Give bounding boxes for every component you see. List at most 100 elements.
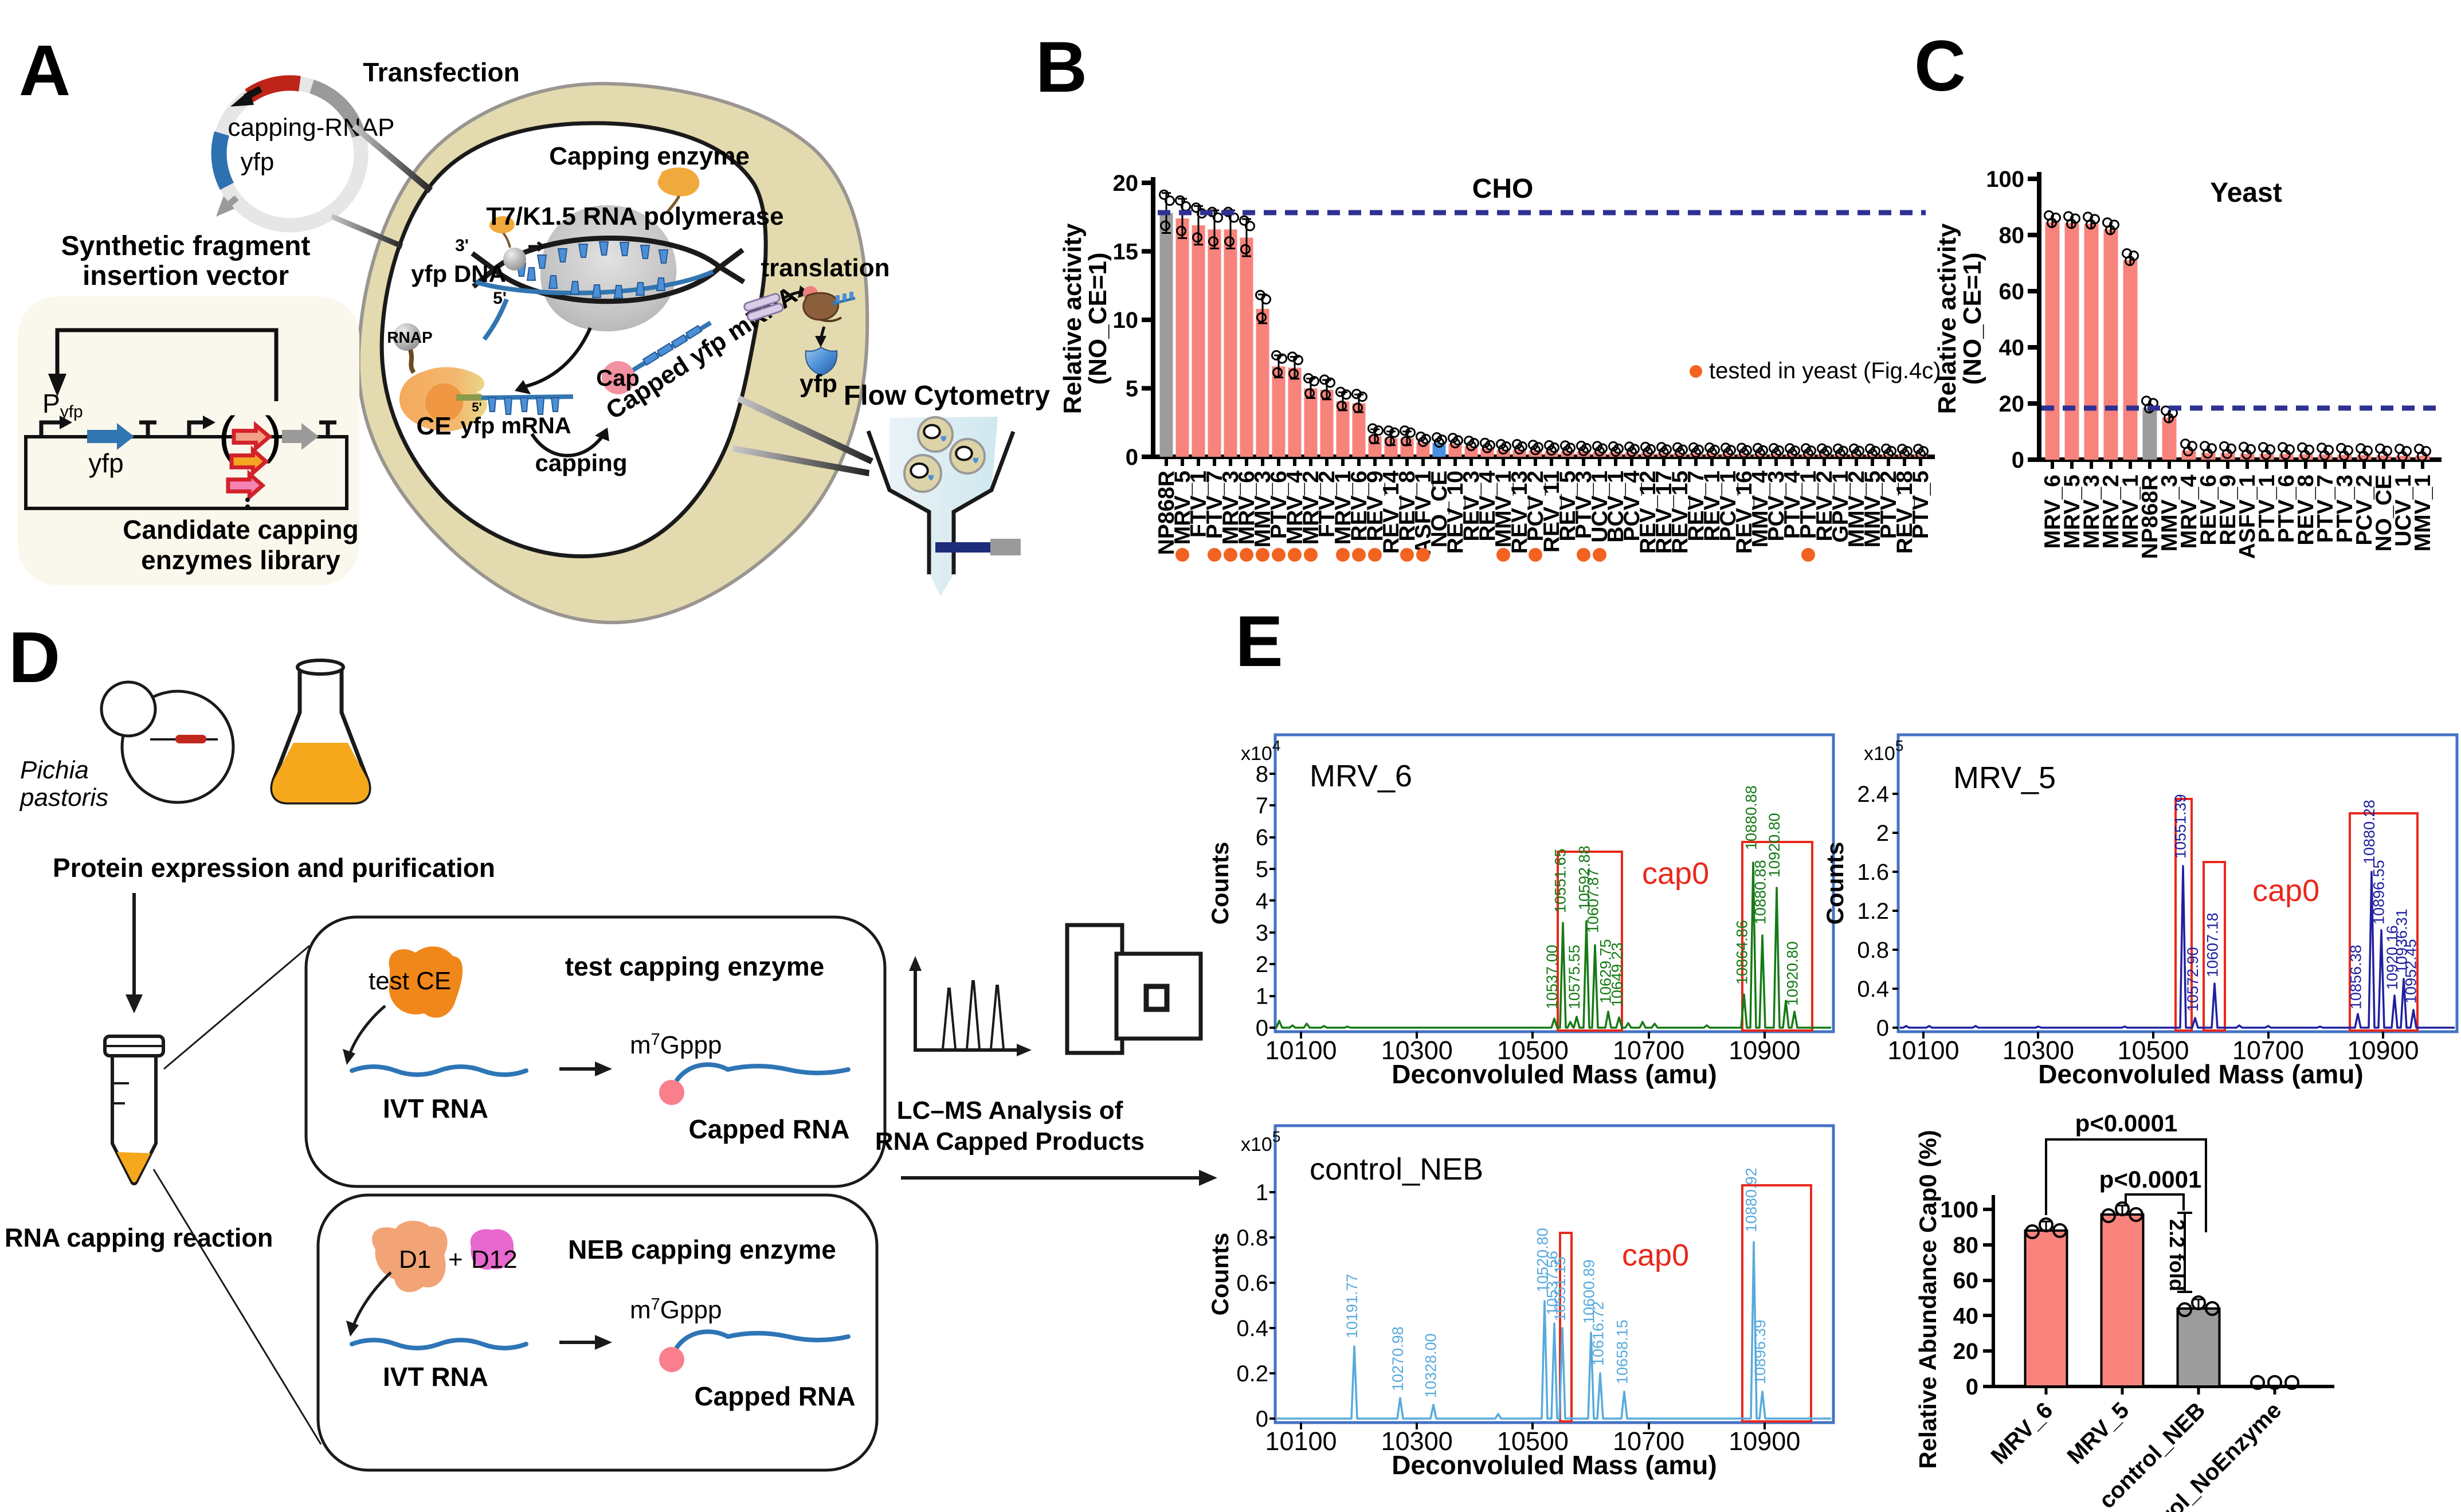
svg-text:IVT RNA: IVT RNA — [383, 1094, 488, 1123]
svg-text:yfp mRNA: yfp mRNA — [460, 413, 571, 438]
svg-text:Transfection: Transfection — [363, 57, 520, 87]
svg-text:PTV_2: PTV_2 — [1876, 471, 1901, 539]
svg-text:60: 60 — [1953, 1268, 1979, 1294]
svg-text:NO_CE: NO_CE — [2372, 475, 2396, 551]
svg-text:10658.15: 10658.15 — [1613, 1319, 1631, 1384]
svg-text:Deconvoluled Mass (amu): Deconvoluled Mass (amu) — [1392, 1059, 1717, 1089]
svg-text:yfp: yfp — [88, 448, 123, 478]
svg-text:UCV_1: UCV_1 — [1588, 471, 1612, 543]
svg-text:6: 6 — [1256, 825, 1268, 851]
svg-text:ASFV_1: ASFV_1 — [1411, 471, 1436, 555]
svg-text:0: 0 — [2012, 448, 2024, 473]
svg-text:REV_5: REV_5 — [1555, 471, 1580, 542]
svg-text:10537.00: 10537.00 — [1543, 945, 1561, 1009]
svg-text:10572.90: 10572.90 — [2184, 947, 2201, 1012]
svg-text:MRV_5: MRV_5 — [1953, 761, 2056, 795]
svg-text:translation: translation — [761, 254, 890, 282]
svg-text:10328.00: 10328.00 — [1422, 1333, 1440, 1398]
svg-text:REV_6: REV_6 — [1347, 471, 1371, 542]
svg-text:Capped RNA: Capped RNA — [688, 1114, 849, 1144]
svg-text:REV_15: REV_15 — [1668, 471, 1692, 554]
svg-text:REV_16: REV_16 — [1732, 471, 1757, 554]
svg-text:PTV_1: PTV_1 — [2255, 475, 2279, 543]
svg-text:MRV_1: MRV_1 — [2118, 475, 2143, 549]
svg-text:0: 0 — [1876, 1016, 1889, 1041]
svg-text:Protein expression and purific: Protein expression and purification — [53, 853, 495, 883]
svg-text:10880.88: 10880.88 — [1742, 785, 1759, 850]
svg-text:Flow Cytometry: Flow Cytometry — [844, 381, 1050, 411]
svg-text:yfp: yfp — [800, 370, 837, 398]
svg-text:RNA capping reaction: RNA capping reaction — [5, 1223, 273, 1252]
svg-text:REV_9: REV_9 — [1363, 471, 1388, 542]
svg-text:10520.80: 10520.80 — [1534, 1228, 1551, 1292]
svg-text:20: 20 — [1953, 1339, 1979, 1364]
svg-text:5: 5 — [1126, 377, 1138, 402]
svg-text:10600.89: 10600.89 — [1580, 1259, 1597, 1324]
svg-text:Deconvoluled Mass (amu): Deconvoluled Mass (amu) — [1392, 1450, 1717, 1480]
svg-text:RNA Capped Products: RNA Capped Products — [875, 1127, 1145, 1155]
svg-text:10616.72: 10616.72 — [1589, 1301, 1606, 1366]
svg-text:20: 20 — [1113, 171, 1139, 196]
svg-text:REV_9: REV_9 — [2216, 475, 2240, 546]
svg-text:10500: 10500 — [2117, 1036, 2189, 1065]
svg-text:test capping enzyme: test capping enzyme — [565, 951, 824, 981]
svg-text:MRV_3: MRV_3 — [1218, 471, 1243, 545]
svg-text:p<0.0001: p<0.0001 — [2075, 1110, 2178, 1137]
svg-text:MMV_1: MMV_1 — [1491, 471, 1516, 547]
svg-text:T7/K1.5 RNA polymerase: T7/K1.5 RNA polymerase — [486, 202, 783, 230]
svg-text:10920.16: 10920.16 — [2384, 925, 2401, 990]
svg-text:3': 3' — [455, 236, 469, 255]
svg-text:(NO_CE=1): (NO_CE=1) — [1958, 252, 1986, 385]
svg-text:D12: D12 — [471, 1245, 518, 1274]
svg-text:10900: 10900 — [2347, 1036, 2419, 1065]
svg-text:cap0: cap0 — [2252, 873, 2319, 908]
svg-text:FTV_2: FTV_2 — [1315, 471, 1339, 538]
svg-text:D1: D1 — [399, 1245, 431, 1274]
svg-text:IVT RNA: IVT RNA — [383, 1362, 488, 1392]
svg-text:7: 7 — [1256, 793, 1268, 818]
svg-text:10900: 10900 — [1729, 1036, 1800, 1065]
svg-text:1.6: 1.6 — [1857, 860, 1889, 885]
svg-text:10100: 10100 — [1265, 1036, 1337, 1065]
svg-text:tested in yeast (Fig.4c): tested in yeast (Fig.4c) — [1709, 358, 1941, 383]
svg-text:MMV_4: MMV_4 — [1748, 471, 1773, 548]
svg-text:80: 80 — [1999, 223, 2025, 248]
svg-text:PCV_1: PCV_1 — [1716, 471, 1741, 542]
svg-text:E: E — [1235, 602, 1283, 681]
svg-text:MMV_3: MMV_3 — [1251, 471, 1275, 547]
svg-text:REV_8: REV_8 — [1395, 471, 1420, 542]
svg-text:10952.45: 10952.45 — [2403, 939, 2420, 1004]
svg-text:10575.55: 10575.55 — [1566, 945, 1583, 1009]
svg-text:2.4: 2.4 — [1857, 782, 1889, 807]
svg-text:Capped RNA: Capped RNA — [694, 1381, 855, 1411]
svg-text:10936.31: 10936.31 — [2393, 908, 2410, 973]
svg-text:10: 10 — [1113, 308, 1139, 333]
svg-text:pastoris: pastoris — [19, 784, 108, 812]
svg-text:10700: 10700 — [1613, 1036, 1684, 1065]
svg-text:REV_17: REV_17 — [1652, 471, 1676, 554]
svg-text:0: 0 — [1966, 1374, 1978, 1400]
svg-text:Counts: Counts — [1206, 842, 1233, 925]
svg-text:PTV_1: PTV_1 — [1796, 471, 1821, 539]
svg-text:PTV_7: PTV_7 — [1202, 471, 1227, 539]
svg-text:REV_18: REV_18 — [1892, 471, 1917, 554]
svg-text:10300: 10300 — [1381, 1036, 1453, 1065]
svg-text:PTV_3: PTV_3 — [2333, 475, 2357, 543]
svg-text:m7Gppp: m7Gppp — [630, 1031, 722, 1059]
svg-text:cap0: cap0 — [1622, 1238, 1689, 1272]
svg-text:10300: 10300 — [2002, 1036, 2074, 1065]
svg-text:5': 5' — [472, 400, 481, 414]
svg-text:10896.55: 10896.55 — [2370, 860, 2388, 925]
svg-text:100: 100 — [1940, 1197, 1978, 1223]
svg-text:Relative Abundance Cap0 (%): Relative Abundance Cap0 (%) — [1914, 1130, 1941, 1468]
svg-text:MRV_5: MRV_5 — [2060, 475, 2084, 549]
svg-text:MRV_1: MRV_1 — [1331, 471, 1355, 545]
svg-text:yfp DNA: yfp DNA — [411, 260, 506, 287]
svg-text:CE: CE — [416, 412, 451, 440]
svg-text:NEB capping enzyme: NEB capping enzyme — [568, 1235, 836, 1264]
svg-text:10700: 10700 — [1613, 1427, 1684, 1456]
svg-text:5: 5 — [1256, 857, 1268, 882]
svg-text:MRV_4: MRV_4 — [1283, 471, 1307, 545]
svg-text:0.8: 0.8 — [1236, 1225, 1268, 1251]
svg-text:MRV_6: MRV_6 — [1310, 759, 1412, 793]
